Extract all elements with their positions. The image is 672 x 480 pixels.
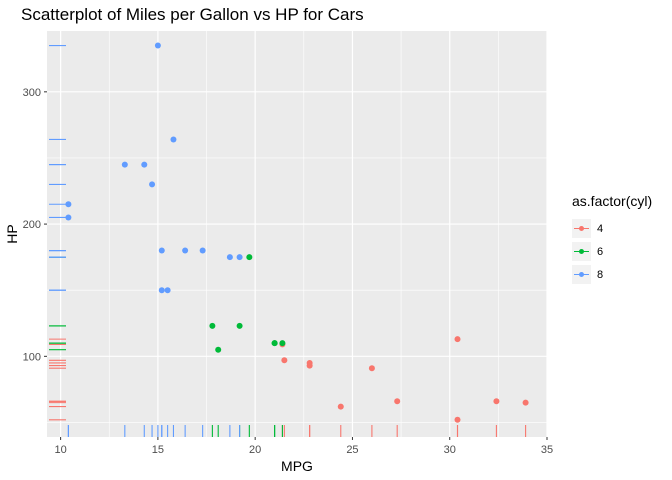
- data-point: [121, 161, 128, 168]
- y-tick-label: 100: [23, 351, 41, 363]
- data-point: [493, 398, 500, 405]
- legend-title: as.factor(cyl): [572, 193, 653, 209]
- minor-gridlines: [47, 31, 547, 437]
- data-point: [226, 254, 233, 261]
- y-axis-title: HP: [4, 224, 20, 243]
- data-point: [394, 398, 401, 405]
- data-point: [158, 287, 165, 294]
- data-points: [65, 42, 529, 423]
- data-point: [182, 247, 189, 254]
- legend: as.factor(cyl) 4 6 8: [572, 193, 652, 286]
- x-tick-label: 30: [444, 444, 456, 456]
- data-point: [271, 340, 278, 347]
- x-tick-label: 10: [54, 444, 66, 456]
- data-point: [158, 247, 165, 254]
- x-tick-label: 20: [249, 444, 261, 456]
- data-point: [306, 359, 313, 366]
- data-point: [164, 287, 171, 294]
- data-point: [65, 214, 72, 221]
- legend-key-dot: [579, 226, 584, 231]
- legend-keys: 4 6 8: [572, 217, 652, 286]
- legend-key-swatch: [572, 242, 591, 261]
- x-rug: [67, 425, 527, 437]
- legend-key-dot: [579, 249, 584, 254]
- data-point: [522, 399, 529, 406]
- x-tick-label: 35: [541, 444, 553, 456]
- data-point: [215, 346, 222, 353]
- axis-ticks: [44, 91, 548, 440]
- x-axis-title: MPG: [281, 458, 313, 474]
- tick-labels: 10 15 20 25 30 35 100 200 300: [23, 87, 553, 456]
- data-point: [236, 254, 243, 261]
- data-point: [279, 340, 286, 347]
- chart-title: Scatterplot of Miles per Gallon vs HP fo…: [21, 5, 364, 24]
- data-point: [454, 416, 461, 423]
- legend-key-swatch: [572, 265, 591, 284]
- data-point: [368, 365, 375, 372]
- legend-item: 8: [572, 263, 652, 286]
- data-point: [170, 136, 177, 143]
- major-gridlines: [47, 31, 548, 437]
- data-point: [236, 322, 243, 329]
- legend-key-swatch: [572, 219, 591, 238]
- data-point: [454, 336, 461, 343]
- data-point: [65, 201, 72, 208]
- data-point: [209, 322, 216, 329]
- y-tick-label: 300: [23, 87, 41, 99]
- legend-key-dot: [579, 272, 584, 277]
- data-point: [149, 181, 156, 188]
- data-point: [199, 247, 206, 254]
- x-tick-label: 25: [346, 444, 358, 456]
- x-tick-label: 15: [152, 444, 164, 456]
- data-point: [337, 403, 344, 410]
- legend-item: 6: [572, 240, 652, 263]
- legend-label: 6: [597, 245, 604, 258]
- legend-label: 4: [597, 222, 604, 235]
- data-point: [141, 161, 148, 168]
- plot-panel: [47, 31, 547, 437]
- legend-label: 8: [597, 268, 604, 281]
- data-point: [154, 42, 161, 49]
- legend-item: 4: [572, 217, 652, 240]
- y-rug: [49, 44, 66, 421]
- data-point: [246, 254, 253, 261]
- data-point: [281, 357, 288, 364]
- y-tick-label: 200: [23, 219, 41, 231]
